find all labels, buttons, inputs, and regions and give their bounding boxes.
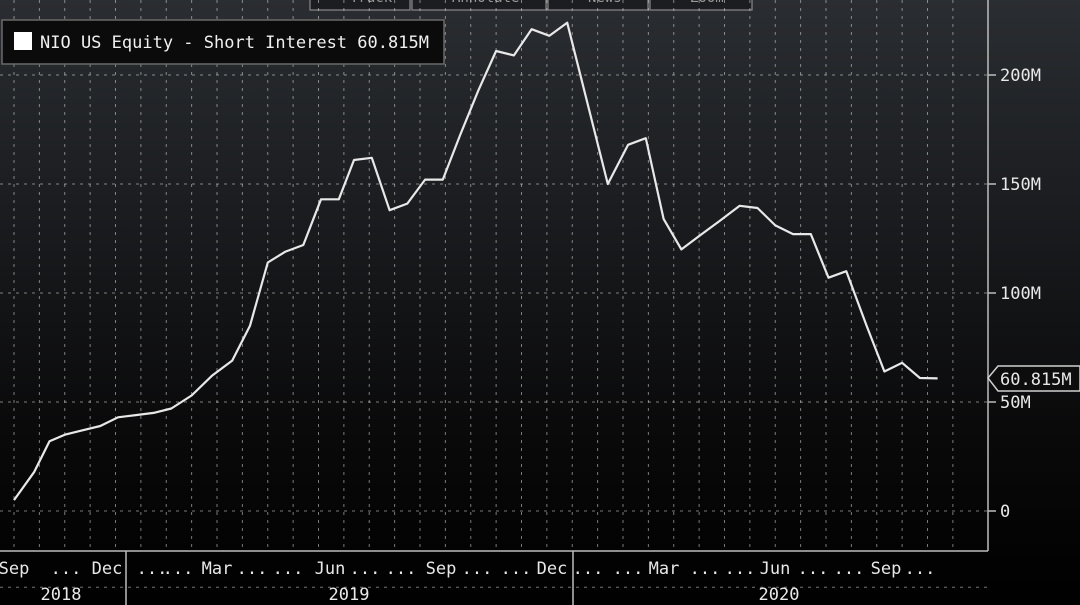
y-tick-label: 0 — [1000, 502, 1010, 522]
legend-box — [1, 19, 445, 65]
x-tick-label: ... — [501, 559, 532, 579]
x-year-label: 2019 — [329, 585, 370, 605]
chart-toolbar: Track Annotate News Zoom — [309, 0, 753, 11]
grid — [0, 0, 988, 588]
x-tick-label: Mar — [649, 559, 680, 579]
x-tick-label: ... — [237, 559, 268, 579]
x-tick-label: ... — [690, 559, 721, 579]
last-value-marker: 60.815M — [987, 365, 1080, 392]
x-tick-label: Mar — [202, 559, 233, 579]
x-tick-label: ... — [163, 559, 194, 579]
y-tick-label: 50M — [1000, 393, 1031, 413]
series-line-short-interest — [13, 21, 938, 501]
x-tick-label: Jun — [760, 559, 791, 579]
last-value-label: 60.815M — [1000, 370, 1072, 390]
x-tick-label: ... — [905, 559, 936, 579]
x-tick-label: ... — [462, 559, 493, 579]
x-tick-label: ... — [350, 559, 381, 579]
x-tick-label: Sep — [871, 559, 902, 579]
axes — [0, 0, 989, 552]
x-tick-label: ... — [386, 559, 417, 579]
toolbar-label-news: News — [588, 0, 622, 6]
y-axis-ticks: 0 50M 100M 150M 200M — [988, 66, 1041, 522]
legend: NIO US Equity - Short Interest 60.815M — [1, 19, 445, 65]
legend-label: NIO US Equity - Short Interest 60.815M — [40, 33, 429, 53]
x-axis-ticks: Sep... Dec...... Mar...... Jun...... Sep....… — [0, 551, 935, 605]
x-tick-label: Jun — [315, 559, 346, 579]
toolbar-button-track[interactable] — [309, 0, 411, 11]
x-tick-label: ... — [613, 559, 644, 579]
x-year-label: 2018 — [41, 585, 82, 605]
x-tick-label: Sep — [426, 559, 457, 579]
toolbar-button-annotate[interactable] — [411, 0, 547, 11]
x-tick-label: Dec — [92, 559, 123, 579]
x-tick-label: ... — [273, 559, 304, 579]
toolbar-label-annotate: Annotate — [452, 0, 519, 6]
x-tick-label: Dec — [537, 559, 568, 579]
toolbar-button-zoom[interactable] — [649, 0, 753, 11]
x-tick-label: ... — [798, 559, 829, 579]
x-tick-label: ... — [573, 559, 604, 579]
y-tick-label: 150M — [1000, 175, 1041, 195]
y-tick-label: 200M — [1000, 66, 1041, 86]
x-tick-label: ... — [137, 559, 168, 579]
last-value-tag — [987, 365, 1080, 392]
x-tick-label: ... — [834, 559, 865, 579]
x-year-label: 2020 — [759, 585, 800, 605]
toolbar-label-zoom: Zoom — [690, 0, 724, 6]
series-lines — [13, 21, 938, 501]
x-tick-label: ... — [51, 559, 82, 579]
legend-swatch — [14, 32, 32, 50]
x-tick-label: ... — [725, 559, 756, 579]
toolbar-label-track: Track — [350, 0, 393, 6]
y-tick-label: 100M — [1000, 284, 1041, 304]
x-tick-label: Sep — [0, 559, 29, 579]
